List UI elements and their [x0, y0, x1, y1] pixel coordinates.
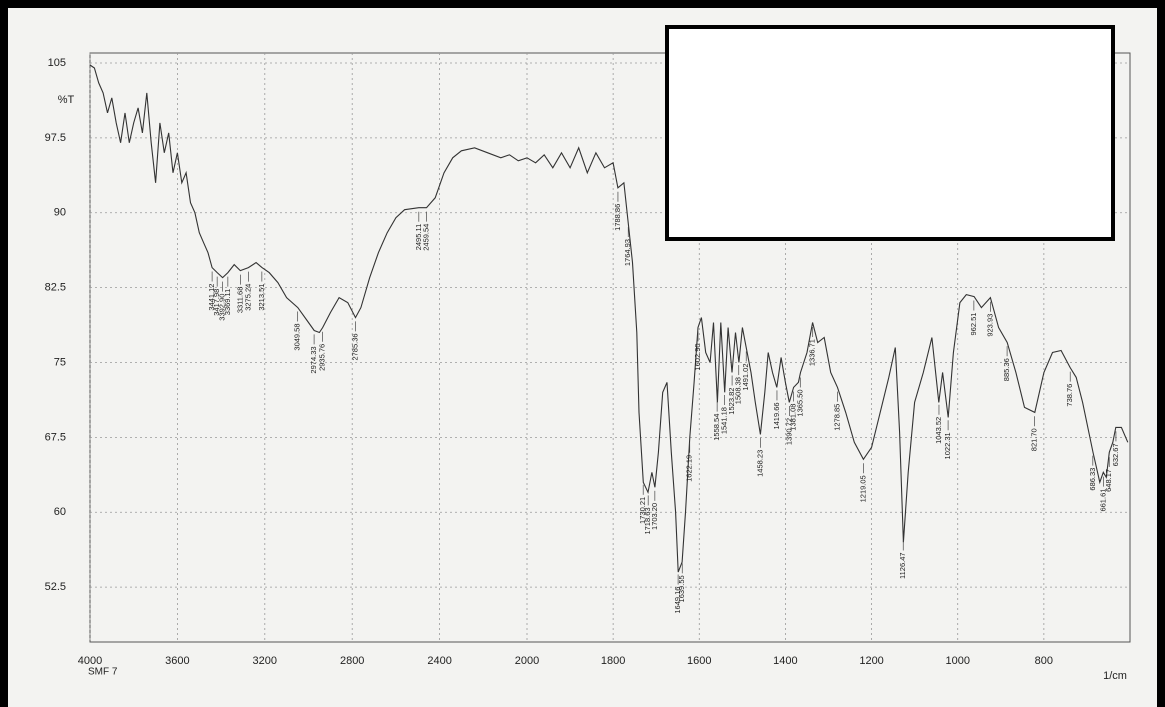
peak-label: 1788.86 [613, 204, 622, 231]
peak-label: 738.76 [1065, 384, 1074, 407]
x-axis-label: 1/cm [1103, 670, 1127, 682]
x-tick-label: 2800 [340, 655, 364, 667]
peak-label: 686.33 [1088, 468, 1097, 491]
sample-label: SMF 7 [88, 667, 118, 678]
peak-label: 1043.52 [934, 417, 943, 444]
peak-label: 2935.76 [318, 344, 327, 371]
x-tick-label: 2400 [427, 655, 451, 667]
peak-label: 962.51 [969, 313, 978, 336]
peak-label: 1022.31 [943, 432, 952, 459]
peak-label: 1126.47 [898, 552, 907, 579]
y-tick-label: 105 [48, 57, 66, 69]
y-tick-label: 60 [54, 506, 66, 518]
y-tick-label: 67.5 [45, 431, 66, 443]
peak-label: 1458.23 [755, 450, 764, 477]
peak-label: 1639.55 [677, 575, 686, 602]
x-tick-label: 1200 [859, 655, 883, 667]
peak-label: 1764.93 [623, 239, 632, 266]
peak-label: 632.67 [1111, 443, 1120, 466]
peak-label: 885.36 [1002, 358, 1011, 381]
peak-label: 1336.71 [808, 339, 817, 366]
peak-label: 3049.58 [293, 323, 302, 350]
peak-label: 3275.24 [243, 284, 252, 311]
peak-label: 1491.02 [741, 363, 750, 390]
peak-label: 821.70 [1029, 428, 1038, 451]
x-tick-label: 1400 [773, 655, 797, 667]
x-tick-label: 2000 [515, 655, 539, 667]
chart: %T 1/cm SMF 7 105 97.5 90 82.5 75 67.5 60 52.5 4… [0, 0, 1165, 707]
x-tick-label: 1000 [945, 655, 969, 667]
y-tick-label: 97.5 [45, 132, 66, 144]
peak-label: 3213.51 [257, 284, 266, 311]
x-tick-label: 4000 [78, 655, 102, 667]
peak-label: 1219.05 [858, 475, 867, 502]
peak-label: 648.17 [1104, 469, 1113, 492]
peak-label: 2459.54 [422, 224, 431, 251]
x-tick-label: 800 [1035, 655, 1053, 667]
x-tick-label: 1600 [687, 655, 711, 667]
peak-label: 1278.85 [833, 404, 842, 431]
y-axis-label: %T [58, 94, 75, 106]
x-tick-label: 3600 [165, 655, 189, 667]
peak-label: 3369.11 [223, 289, 232, 316]
peak-label: 923.93 [985, 314, 994, 337]
redaction-box [667, 27, 1113, 239]
y-tick-label: 52.5 [45, 581, 66, 593]
peak-label: 1602.90 [693, 343, 702, 370]
peak-label: 2785.36 [350, 333, 359, 360]
peak-label: 1365.50 [795, 389, 804, 416]
peak-label: 1419.66 [772, 402, 781, 429]
peak-label: 1622.19 [685, 455, 694, 482]
y-tick-label: 75 [54, 356, 66, 368]
x-tick-label: 3200 [253, 655, 277, 667]
y-tick-label: 82.5 [45, 282, 66, 294]
peak-label: 1703.20 [650, 503, 659, 530]
x-tick-label: 1800 [601, 655, 625, 667]
y-tick-label: 90 [54, 207, 66, 219]
